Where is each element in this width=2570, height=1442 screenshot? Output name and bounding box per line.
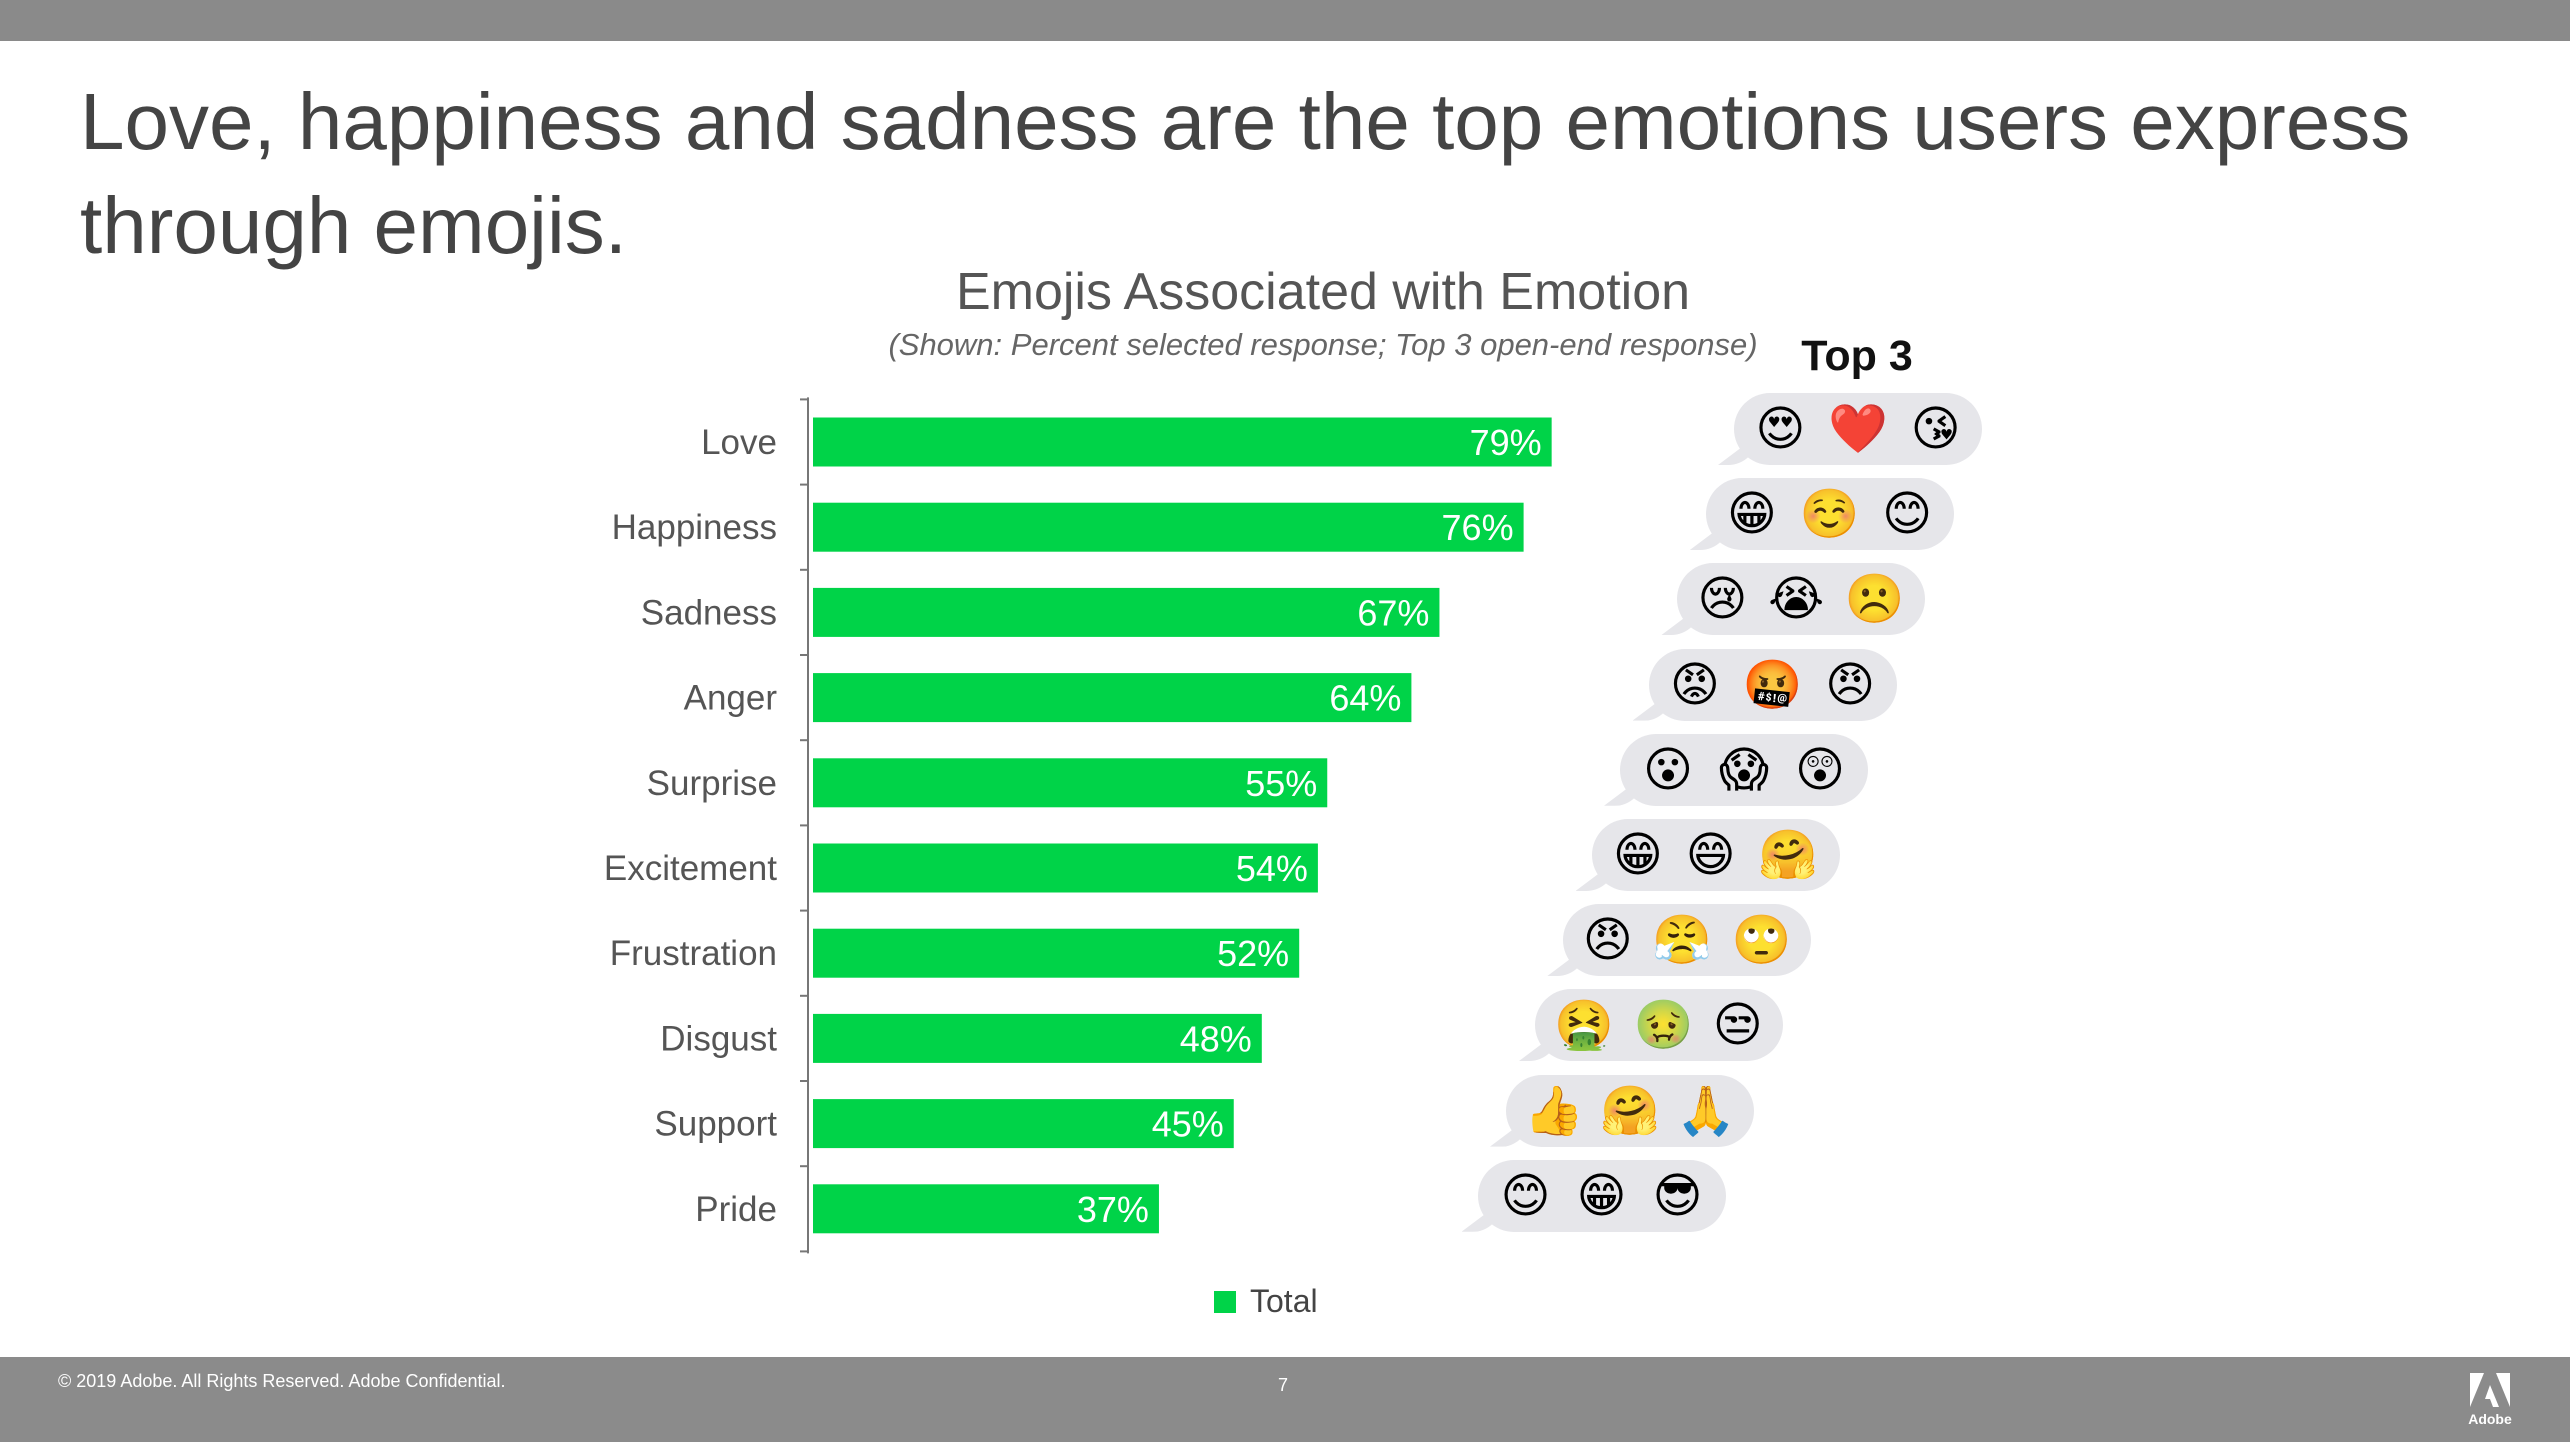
emoji-icon: 😎 [1652,1167,1703,1224]
emoji-icon: 😡 [1669,656,1720,713]
legend: Total [1214,1283,1318,1320]
emoji-icon: ❤️ [1828,401,1888,457]
value-label: 37% [1077,1189,1149,1230]
bar [813,417,1552,467]
category-label: Frustration [610,934,777,973]
slide-headline: Love, happiness and sadness are the top … [80,77,2411,270]
legend-swatch [1214,1290,1236,1313]
category-label: Pride [695,1190,777,1229]
bar [813,758,1328,808]
category-label: Excitement [604,849,777,888]
category-label: Love [701,423,777,462]
bar [813,1099,1234,1149]
emoji-icon: 😁 [1612,827,1663,883]
bar [813,673,1412,723]
emoji-bubble: 👍 🤗 🙏 [1506,1074,1754,1147]
chart-subtitle: (Shown: Percent selected response; Top 3… [888,327,1758,362]
emoji-icon: 😘 [1910,401,1961,457]
emoji-icon: 😊 [1500,1167,1551,1224]
emoji-icon: 😍 [1755,401,1806,457]
emoji-bubble: 😢 😭 ☹️ [1677,563,1925,636]
bar [813,843,1318,893]
value-label: 64% [1329,678,1401,719]
category-label: Surprise [647,764,777,803]
emoji-icon: 😠 [1825,656,1876,713]
emoji-icon: 😢 [1697,571,1748,628]
emoji-icon: 😭 [1768,571,1825,628]
adobe-logo: Adobe [2466,1373,2514,1427]
value-label: 79% [1470,422,1542,463]
value-label: 54% [1236,848,1308,889]
emoji-icon: 🤗 [1758,827,1819,883]
category-label: Happiness [612,508,777,547]
value-label: 76% [1442,507,1514,548]
emoji-icon: 😄 [1685,827,1736,883]
emoji-bubble: 😍 ❤️ 😘 [1734,393,1982,465]
emoji-icon: 😠 [1582,912,1633,969]
emoji-icon: 👍 [1524,1082,1584,1139]
emoji-icon: 🤬 [1742,656,1803,713]
emoji-bubble: 😮 😱 😲 [1620,733,1868,806]
emoji-icon: 🙏 [1676,1082,1736,1139]
value-label: 45% [1152,1104,1224,1145]
emoji-icon: 😲 [1794,741,1846,798]
category-label: Anger [684,679,778,718]
emoji-icon: 😁 [1726,486,1777,543]
chart-title: Emojis Associated with Emotion [955,263,1691,321]
category-label: Disgust [660,1019,777,1058]
bar [813,587,1440,637]
value-label: 52% [1217,933,1289,974]
bar [813,502,1524,552]
emoji-icon: ☺️ [1799,486,1860,543]
top3-label: Top 3 [1801,332,1913,380]
emoji-icon: 😮 [1642,741,1694,798]
emoji-bubble: 😊 😁 😎 [1477,1159,1726,1232]
emoji-bubble: 🤮 🤢 😒 [1534,989,1783,1062]
emoji-icon: 🤗 [1600,1082,1660,1139]
bar [813,928,1300,978]
bar [813,1013,1262,1063]
value-label: 48% [1180,1018,1252,1059]
copyright: © 2019 Adobe. All Rights Reserved. Adobe… [58,1371,506,1391]
emoji-icon: 😁 [1576,1167,1627,1224]
footer: © 2019 Adobe. All Rights Reserved. Adobe… [0,1357,2570,1442]
category-label: Support [654,1105,777,1144]
adobe-logo-icon [2470,1373,2510,1407]
emoji-bubble: 😠 😤 🙄 [1563,904,1811,977]
emoji-icon: 😤 [1652,912,1713,969]
top-bar [0,0,2570,41]
emoji-icon: ☹️ [1844,571,1905,628]
page-number: 7 [1278,1375,1289,1395]
category-label: Sadness [641,593,777,632]
emoji-icon: 🤢 [1633,997,1694,1054]
emoji-bubble: 😡 🤬 😠 [1648,648,1897,721]
value-label: 55% [1245,763,1317,804]
value-label: 67% [1357,592,1429,633]
emoji-icon: 😒 [1712,997,1763,1054]
emoji-icon: 😊 [1882,486,1933,543]
emoji-bubble: 😁 😄 🤗 [1591,819,1840,891]
emoji-bubble: 😁 ☺️ 😊 [1705,478,1954,551]
emoji-icon: 😱 [1718,741,1770,798]
emoji-icon: 🙄 [1731,912,1792,969]
bar [813,1184,1159,1234]
legend-label: Total [1250,1283,1318,1319]
emoji-icon: 🤮 [1554,997,1614,1054]
adobe-logo-text: Adobe [2468,1411,2512,1427]
